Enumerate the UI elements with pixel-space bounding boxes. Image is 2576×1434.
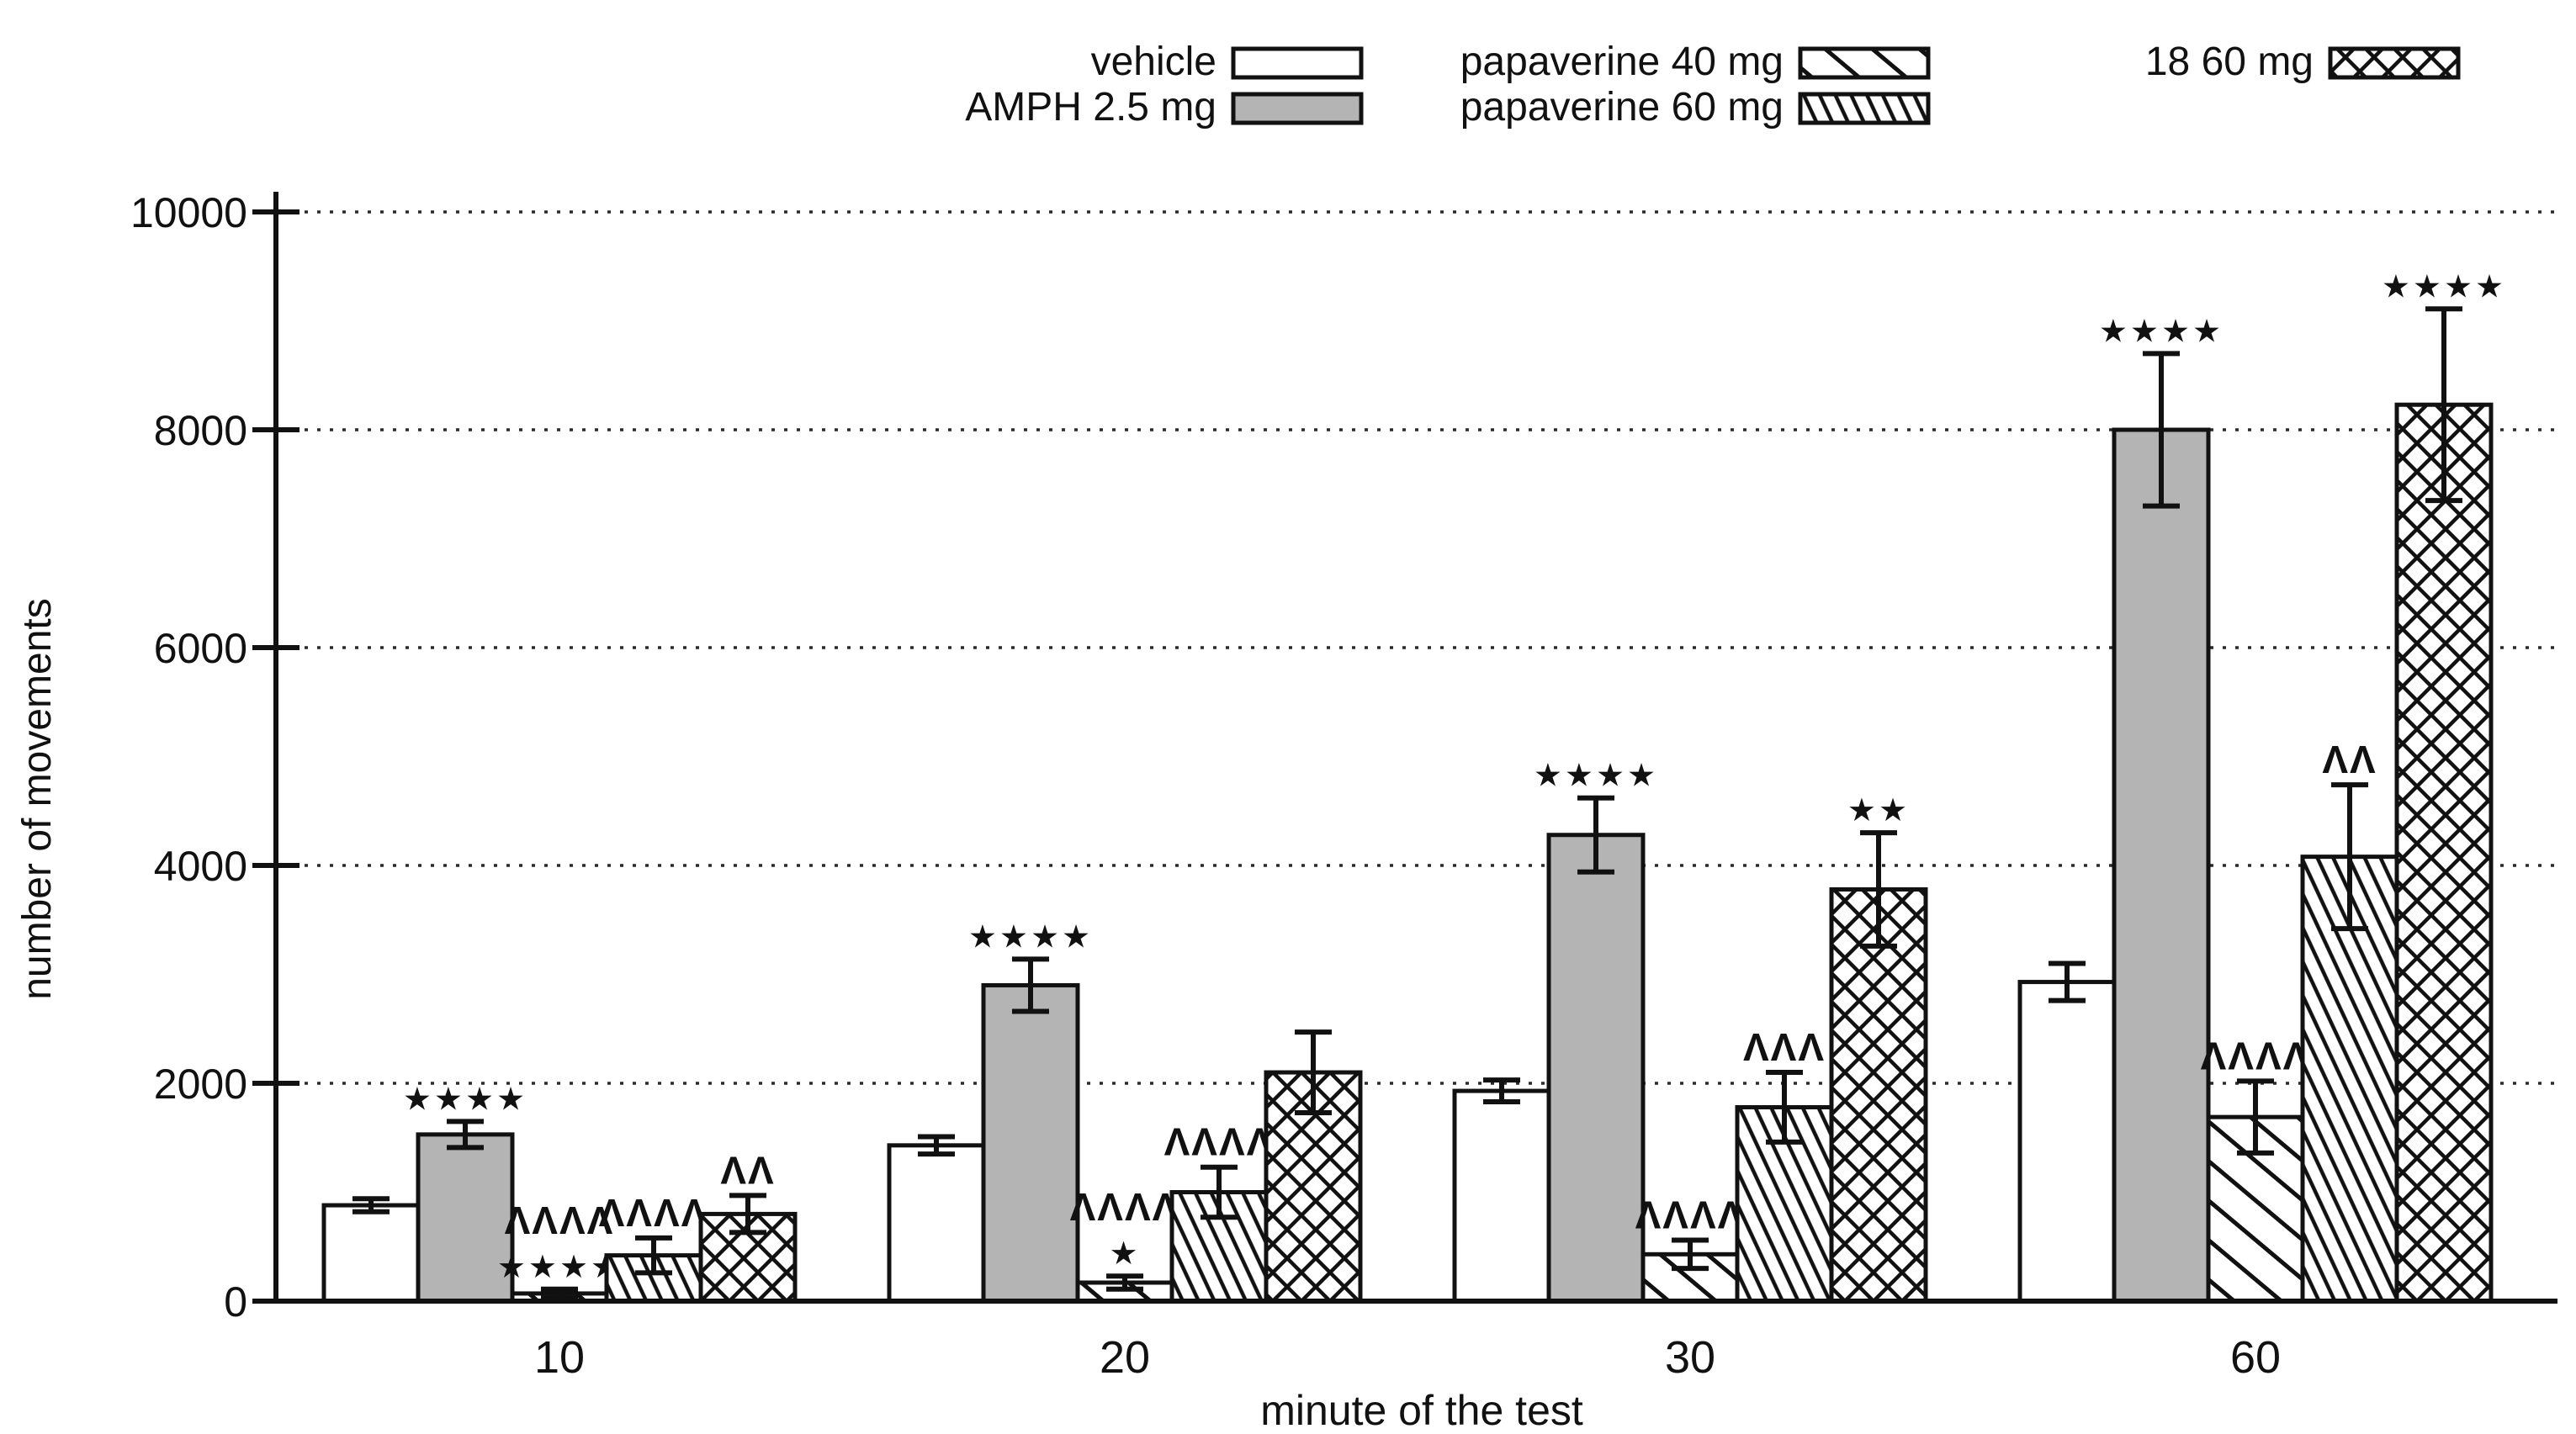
- bar-18-60-mg-30: [1829, 886, 1928, 1304]
- annotation-papaverine-40-mg-60: ΛΛΛΛ: [2201, 1034, 2311, 1077]
- annotation-18-60-mg-10: ΛΛ: [720, 1148, 775, 1192]
- errorbar-18-60-mg-60: [2425, 306, 2462, 504]
- errorbar-AMPH-2.5-mg-60: [2143, 351, 2180, 509]
- legend-label: AMPH 2.5 mg: [965, 85, 1216, 130]
- annotation-papaverine-40-mg-20: ★: [1109, 1236, 1140, 1272]
- errorbar-AMPH-2.5-mg-30: [1577, 795, 1614, 875]
- legend-swatch-hatch-dense: [1798, 92, 1931, 125]
- y-tick-label: 10000: [130, 189, 247, 236]
- errorbar-papaverine-40-mg-30: [1672, 1237, 1709, 1272]
- legend-item-18-60-mg: 18 60 mg: [2145, 40, 2461, 84]
- errorbar-vehicle-20: [918, 1134, 955, 1157]
- legend-label: papaverine 60 mg: [1460, 85, 1784, 130]
- errorbar-vehicle-30: [1483, 1077, 1520, 1105]
- annotation-papaverine-40-mg-30: ΛΛΛΛ: [1635, 1193, 1746, 1236]
- bars: ★★★★★★★★★★★★★★★★★★★★ΛΛΛΛ★ΛΛΛΛ ΛΛΛΛΛΛΛΛΛΛΛ…: [321, 269, 2506, 1304]
- errorbar-papaverine-40-mg-10: [541, 1286, 578, 1301]
- series-AMPH-2.5-mg: ★★★★ ★★★★ ★★★★ ★★★★: [403, 314, 2224, 1304]
- legend-item-vehicle: vehicle: [1091, 40, 1364, 84]
- y-tick-label: 2000: [154, 1061, 247, 1108]
- bar-AMPH-2.5-mg-30: [1546, 833, 1646, 1304]
- errorbar-vehicle-60: [2049, 960, 2086, 1003]
- legend-item-AMPH-2.5-mg: AMPH 2.5 mg: [965, 85, 1364, 130]
- errorbar-AMPH-2.5-mg-10: [447, 1119, 484, 1151]
- annotation-AMPH-2.5-mg-10: ★★★★: [403, 1082, 527, 1117]
- errorbar-AMPH-2.5-mg-20: [1012, 956, 1049, 1014]
- errorbar-18-60-mg-30: [1860, 830, 1897, 949]
- legend-swatch-solid-white: [1231, 46, 1364, 80]
- bar-vehicle-20: [887, 1143, 986, 1304]
- annotation-papaverine-60-mg-20: ΛΛΛΛ: [1164, 1120, 1275, 1164]
- legend-item-papaverine-40-mg: papaverine 40 mg: [1460, 40, 1931, 84]
- bar-vehicle-60: [2017, 980, 2117, 1304]
- y-tick-label: 6000: [154, 625, 247, 672]
- y-axis-title: number of movements: [15, 598, 60, 1000]
- legend-item-papaverine-60-mg: papaverine 60 mg: [1460, 85, 1931, 130]
- errorbar-papaverine-60-mg-30: [1766, 1070, 1803, 1145]
- annotation-18-60-mg-30: ★★: [1847, 793, 1910, 828]
- errorbar-vehicle-10: [352, 1196, 390, 1214]
- annotation-papaverine-40-mg-10: ★★★★: [497, 1250, 622, 1285]
- series-vehicle: [321, 960, 2117, 1304]
- bar-vehicle-10: [321, 1203, 421, 1304]
- legend-swatch-solid-gray: [1231, 92, 1364, 125]
- series-18-60-mg: ΛΛ★★★★★★: [698, 269, 2506, 1304]
- legend-swatch-crosshatch: [2328, 46, 2461, 80]
- bar-AMPH-2.5-mg-20: [981, 982, 1080, 1304]
- bar-18-60-mg-60: [2394, 402, 2494, 1304]
- annotation-papaverine-40-mg-10: ΛΛΛΛ: [505, 1199, 615, 1242]
- x-category-label-10: 10: [534, 1332, 585, 1383]
- annotation-papaverine-60-mg-60: ΛΛ: [2322, 738, 2377, 781]
- x-category-label-60: 60: [2230, 1332, 2281, 1383]
- legend-label: 18 60 mg: [2145, 40, 2314, 84]
- annotation-AMPH-2.5-mg-20: ★★★★: [968, 919, 1093, 955]
- bar-AMPH-2.5-mg-10: [416, 1132, 515, 1304]
- annotation-papaverine-40-mg-20: ΛΛΛΛ: [1070, 1185, 1180, 1229]
- x-axis-title: minute of the test: [1260, 1387, 1583, 1434]
- y-axis: 0 2000 4000 6000 8000 10000 number of movement…: [15, 189, 299, 1326]
- annotation-18-60-mg-60: ★★★★: [2382, 269, 2506, 304]
- bar-vehicle-30: [1452, 1088, 1551, 1304]
- bar-AMPH-2.5-mg-60: [2112, 427, 2211, 1304]
- annotation-AMPH-2.5-mg-30: ★★★★: [1534, 759, 1658, 794]
- legend-label: vehicle: [1091, 40, 1216, 84]
- legend-label: papaverine 40 mg: [1460, 40, 1784, 84]
- errorbar-papaverine-40-mg-60: [2237, 1078, 2274, 1156]
- errorbar-papaverine-60-mg-60: [2331, 782, 2368, 932]
- errorbar-18-60-mg-20: [1295, 1029, 1332, 1115]
- y-tick-label: 8000: [154, 407, 247, 454]
- errorbar-papaverine-60-mg-20: [1201, 1164, 1238, 1220]
- errorbar-papaverine-60-mg-10: [635, 1235, 672, 1276]
- x-category-label-20: 20: [1100, 1332, 1150, 1383]
- annotation-papaverine-60-mg-10: ΛΛΛΛ: [599, 1191, 709, 1235]
- errorbar-18-60-mg-10: [729, 1193, 766, 1236]
- y-tick-label: 0: [224, 1278, 247, 1326]
- x-category-label-30: 30: [1665, 1332, 1715, 1383]
- gridlines: [305, 210, 2557, 1085]
- legend-swatch-hatch-sparse: [1798, 46, 1931, 80]
- x-axis: 10 20 30 60 minute of the test: [276, 1299, 2557, 1434]
- annotation-AMPH-2.5-mg-60: ★★★★: [2099, 314, 2224, 349]
- y-tick-label: 4000: [154, 843, 247, 890]
- errorbar-papaverine-40-mg-20: [1106, 1273, 1143, 1292]
- annotation-papaverine-60-mg-30: ΛΛΛ: [1743, 1025, 1826, 1069]
